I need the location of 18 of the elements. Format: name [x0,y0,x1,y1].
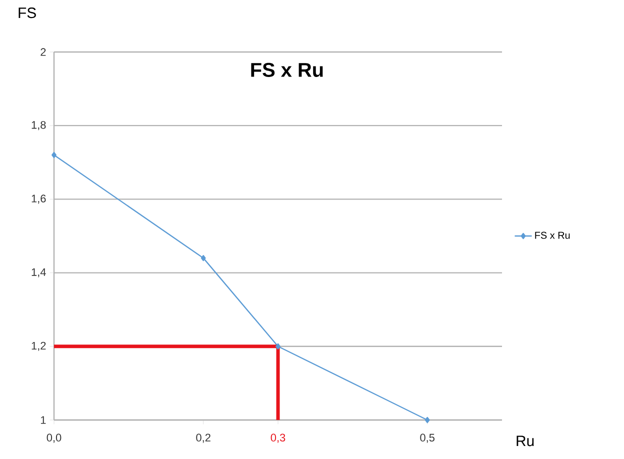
point [424,416,430,424]
point [52,152,56,158]
y-tick-label: 1,8 [32,121,46,130]
x-axis-title: Ru [516,436,534,446]
chart-title: FS x Ru [251,62,323,77]
x-tick-label: 0,5 [420,434,434,443]
x-tick-label: 0,0 [46,434,62,443]
y-axis-title: FS [18,8,36,18]
point [200,254,206,262]
y-tick-label: 1,2 [32,342,46,351]
y-tick-label: 2 [40,48,46,56]
y-tick-label: 1,6 [32,194,46,204]
y-tick-label: 1,4 [32,268,46,278]
legend-label: FS x Ru [535,232,570,239]
y-tick-label: 1 [40,416,46,424]
point [276,343,280,350]
x-tick-label: 0,3 [270,434,286,443]
x-tick-label: 0,2 [196,434,210,443]
